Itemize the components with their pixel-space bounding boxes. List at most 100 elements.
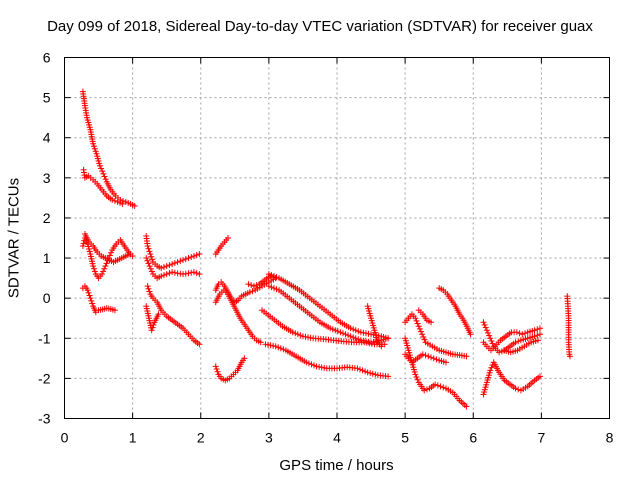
data-point (146, 288, 153, 295)
data-point (425, 353, 432, 360)
data-point (480, 319, 487, 326)
data-point (292, 330, 299, 337)
data-point (481, 321, 488, 328)
data-point (163, 271, 170, 278)
data-point (415, 323, 422, 330)
data-point (111, 197, 118, 204)
data-point (145, 285, 152, 292)
data-point (362, 330, 369, 337)
x-tick-label: 0 (61, 430, 69, 446)
data-point (89, 300, 96, 307)
data-point (297, 332, 304, 339)
data-point (100, 170, 107, 177)
data-point (193, 270, 200, 277)
x-tick-label: 8 (606, 430, 614, 446)
data-point (84, 287, 91, 294)
data-point (86, 292, 93, 299)
y-tick-label: 1 (43, 250, 51, 266)
data-point (357, 329, 364, 336)
y-tick-label: 2 (43, 210, 51, 226)
data-point (150, 321, 157, 328)
data-point (102, 263, 109, 270)
data-point (334, 328, 341, 335)
data-point (416, 325, 423, 332)
data-point (519, 331, 526, 338)
data-point (212, 363, 219, 370)
data-point (148, 327, 155, 334)
data-point (265, 283, 272, 290)
data-point (428, 354, 435, 361)
data-point (91, 268, 98, 275)
data-point (434, 382, 441, 389)
data-point (368, 340, 375, 347)
data-point (185, 255, 192, 262)
data-point (241, 355, 248, 362)
data-point (257, 339, 264, 346)
data-point (145, 260, 152, 267)
data-point (111, 307, 118, 314)
data-point (316, 363, 323, 370)
data-point (432, 381, 439, 388)
data-point (385, 335, 392, 342)
data-point (273, 286, 280, 293)
data-point (355, 328, 362, 335)
data-point (534, 326, 541, 333)
data-point (364, 369, 371, 376)
data-point (270, 285, 277, 292)
data-point (332, 327, 339, 334)
data-point (265, 271, 272, 278)
data-point (534, 337, 541, 344)
data-point (98, 271, 105, 278)
data-point (381, 341, 388, 348)
data-point (362, 368, 369, 375)
y-tick-label: 0 (43, 290, 51, 306)
data-point (270, 273, 277, 280)
y-axis-label: SDTVAR / TECUs (5, 177, 23, 299)
data-point (80, 240, 87, 247)
data-point (160, 264, 167, 271)
data-point (267, 342, 274, 349)
data-point (307, 334, 314, 341)
data-point (253, 282, 260, 289)
data-point (277, 345, 284, 352)
data-point (513, 329, 520, 336)
y-tick-label: 3 (43, 170, 51, 186)
data-point (488, 337, 495, 344)
data-point (418, 328, 425, 335)
data-point (537, 331, 544, 338)
x-tick-label: 7 (537, 430, 545, 446)
data-point (422, 352, 429, 359)
data-point (149, 256, 156, 263)
data-point (433, 356, 440, 363)
data-point (88, 297, 95, 304)
data-point (90, 140, 97, 147)
data-point (372, 371, 379, 378)
data-point (289, 329, 296, 336)
data-point (385, 373, 392, 380)
data-point (99, 168, 106, 175)
data-point (169, 261, 176, 268)
data-point (155, 311, 162, 318)
data-point (86, 246, 93, 253)
data-point (361, 339, 368, 346)
data-point (79, 243, 86, 250)
data-point (337, 329, 344, 336)
data-point (327, 325, 334, 332)
data-point (512, 385, 519, 392)
data-point (305, 360, 312, 367)
data-points (79, 88, 573, 410)
data-point (313, 363, 320, 370)
data-point (512, 339, 519, 346)
data-point (171, 260, 178, 267)
data-point (488, 364, 495, 371)
data-point (265, 341, 272, 348)
y-tick-label: 5 (43, 90, 51, 106)
data-point (302, 333, 309, 340)
data-point (463, 403, 470, 410)
data-point (98, 165, 105, 172)
data-point (350, 334, 357, 341)
data-point (342, 331, 349, 338)
data-point (412, 371, 419, 378)
chart-title: Day 099 of 2018, Sidereal Day-to-day VTE… (47, 18, 593, 35)
data-point (147, 251, 154, 258)
